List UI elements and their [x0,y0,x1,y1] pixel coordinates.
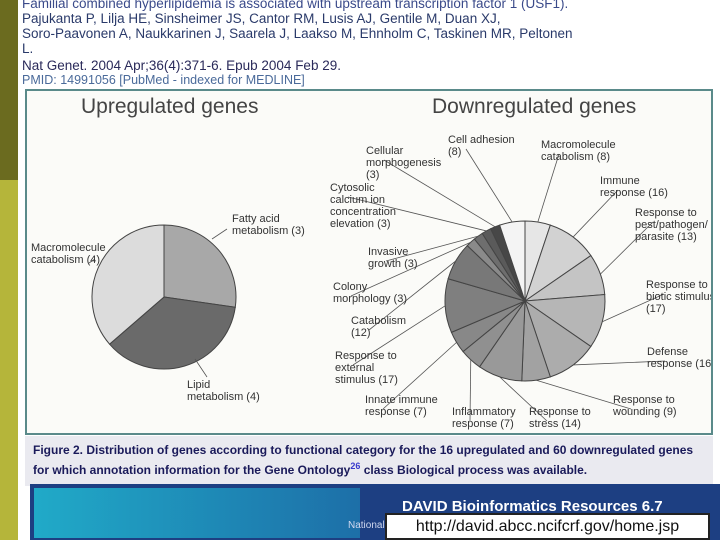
journal-citation: Nat Genet. 2004 Apr;36(4):371-6. Epub 20… [22,58,341,73]
upregulated-title: Upregulated genes [81,95,259,118]
upregulated-pie [91,224,237,370]
david-banner-title: DAVID Bioinformatics Resources 6.7 [402,498,663,515]
label-leader-line [347,196,487,232]
pie-label-colony-morphology: Colony morphology (3) [333,281,407,305]
pie-label-catabolism: Catabolism (12) [351,315,406,339]
label-leader-line [383,159,496,228]
pie-label-innate-immune-response: Innate immune response (7) [365,394,438,418]
label-leader-line [368,260,456,331]
pie-label-fatty-acid-metabolism: Fatty acid metabolism (3) [232,213,305,237]
label-leader-line [572,189,619,238]
label-leader-line [88,258,96,264]
pie-slice-fatty-acid-metabolism [163,224,237,308]
pie-label-cell-adhesion: Cell adhesion (8) [448,134,515,158]
caption-main: Distribution of genes according to funct… [33,443,694,477]
pie-label-macromolecule-catabolism: Macromolecule catabolism (8) [541,139,616,163]
label-leader-line [211,228,228,240]
caption-end: class Biological process was available. [363,463,588,477]
pie-slice-cell-adhesion [499,220,526,302]
pie-charts: Fatty acid metabolism (3) Lipid metabolism … [31,134,711,430]
citation-header: Familial combined hyperlipidemia is asso… [22,0,712,88]
article-title[interactable]: Familial combined hyperlipidemia is asso… [22,0,569,11]
label-leader-line [382,342,457,410]
label-leader-line [573,360,666,366]
pie-label-cytosolic-calcium-ion-concentration-elevation: Cytosolic calcium ion concentration elevati… [330,182,396,230]
label-leader-line [352,305,446,366]
upregulated-labels: Fatty acid metabolism (3) Lipid metabolism … [31,213,305,403]
downregulated-labels: Macromolecule catabolism (8) Immune respons… [330,134,711,430]
label-leader-line [385,235,479,262]
david-banner-subtitle: National [348,520,385,531]
pie-label-response-to-biotic-stimulus: Response to biotic stimulus (17) [646,279,711,315]
label-leader-line [350,241,471,297]
david-url[interactable]: http://david.abcc.ncifcrf.gov/home.jsp [385,513,710,540]
label-leader-line [537,153,560,223]
downregulated-pie [444,220,606,382]
pie-label-response-to-external-stimulus: Response to external stimulus (17) [335,350,398,386]
label-leader-line [600,221,654,275]
label-leader-line [465,148,513,223]
label-leader-line [536,379,632,410]
caption-reference[interactable]: 26 [350,461,361,471]
pie-label-defense-response: Defense response (16) [647,346,711,370]
figure-panel: Upregulated genes Downregulated genes Fa… [25,89,713,435]
pmid-link[interactable]: PMID: 14991056 [PubMed - indexed for MED… [22,73,305,87]
pie-label-response-to-pest-pathogen-parasite: Response to pest/pathogen/parasite (13) [635,207,709,243]
pie-label-invasive-growth: Invasive growth (3) [368,246,418,270]
label-leader-line [499,376,548,422]
pie-label-response-to-wounding: Response to wounding (9) [612,394,677,418]
pie-slice-lipid-metabolism [108,296,236,370]
label-leader-line [602,293,665,323]
david-logo[interactable] [34,488,360,538]
pie-label-lipid-metabolism: Lipid metabolism (4) [187,379,260,403]
label-leader-line [194,358,208,378]
author-list: Pajukanta P, Lilja HE, Sinsheimer JS, Ca… [22,11,573,56]
pie-label-response-to-stress: Response to stress (14) [529,406,591,430]
pie-label-cellular-morphogenesis: Cellular morphogenesis (3) [366,145,442,181]
label-leader-line [469,359,472,422]
pie-label-macromolecule-catabolism: Macromolecule catabolism (4) [31,242,106,266]
side-accent-olive [0,180,18,540]
downregulated-title: Downregulated genes [432,95,637,118]
side-accent-dark [0,0,18,180]
pie-label-inflammatory-response: Inflammatory response (7) [452,406,516,430]
caption-prefix: Figure 2. [33,443,84,457]
pie-label-immune-response: Immune response (16) [600,175,668,199]
figure-caption: Figure 2. Distribution of genes accordin… [25,436,713,486]
pie-slice-macromolecule-catabolism [91,224,165,345]
